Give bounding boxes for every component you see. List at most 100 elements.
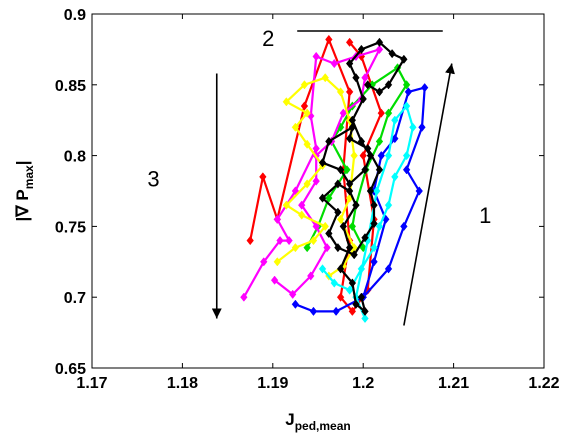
data-point — [357, 44, 366, 55]
data-point — [260, 257, 268, 267]
data-point — [303, 139, 311, 149]
data-point — [361, 233, 369, 243]
data-point — [334, 243, 342, 253]
data-point — [370, 243, 378, 253]
data-point — [336, 165, 345, 175]
data-point — [384, 80, 393, 90]
data-point — [336, 214, 345, 224]
data-point — [339, 108, 347, 118]
data-point — [303, 179, 311, 189]
y-tick-label: 0.65 — [55, 361, 86, 378]
data-point — [352, 299, 360, 309]
data-point — [402, 165, 411, 175]
data-point — [300, 80, 309, 90]
annotation-2: 2 — [262, 26, 443, 51]
y-axis-label-main: |∇ P — [13, 189, 32, 221]
data-point — [291, 243, 300, 253]
data-point — [300, 101, 309, 111]
data-point — [273, 257, 282, 267]
data-point — [321, 221, 329, 232]
data-point — [402, 150, 411, 161]
y-tick-label: 0.8 — [64, 149, 86, 166]
data-point — [357, 292, 366, 302]
data-point — [339, 221, 347, 232]
data-point — [246, 235, 254, 246]
data-point — [291, 299, 300, 309]
x-tick-label: 1.18 — [167, 375, 198, 392]
y-axis-label-sub: max — [22, 165, 36, 189]
data-point — [323, 243, 331, 253]
data-point — [375, 221, 384, 232]
data-point — [361, 165, 369, 175]
data-point — [318, 158, 327, 168]
data-point — [361, 313, 369, 324]
data-point — [384, 108, 393, 118]
y-tick-label: 0.7 — [64, 290, 86, 307]
data-point — [404, 87, 413, 97]
data-point — [345, 285, 354, 295]
data-point — [336, 292, 345, 302]
data-point — [366, 150, 375, 161]
y-tick-label: 0.75 — [55, 219, 86, 236]
data-point — [318, 264, 327, 274]
data-point — [336, 264, 345, 274]
annotation-3: 3 — [147, 73, 222, 319]
data-point — [375, 165, 384, 175]
data-point — [330, 278, 338, 288]
data-point — [359, 150, 367, 161]
data-point — [364, 80, 372, 90]
data-point — [345, 179, 354, 189]
data-point — [325, 136, 333, 147]
data-point — [388, 49, 396, 59]
annotation-arrow — [403, 63, 455, 326]
series-7 — [318, 37, 408, 316]
data-point — [350, 250, 358, 260]
x-tick-label: 1.21 — [438, 375, 469, 392]
data-point — [377, 150, 385, 161]
y-tick-label: 0.9 — [64, 7, 86, 24]
x-tick-label: 1.17 — [76, 375, 107, 392]
series-line — [249, 38, 383, 313]
data-point — [373, 186, 381, 196]
data-point — [339, 261, 347, 271]
data-point — [366, 186, 375, 196]
data-point — [312, 51, 320, 62]
data-point — [285, 235, 293, 246]
data-point — [289, 289, 297, 299]
plot-area — [92, 14, 544, 368]
data-point — [375, 44, 384, 55]
data-point — [273, 214, 282, 224]
data-point — [330, 58, 338, 69]
data-point — [309, 235, 318, 246]
data-point — [348, 278, 357, 288]
data-point — [303, 243, 311, 253]
plot-frame — [91, 13, 545, 369]
data-point — [282, 200, 291, 210]
data-point — [391, 172, 399, 182]
data-point — [312, 221, 320, 232]
data-point — [400, 54, 408, 64]
data-point — [402, 80, 411, 90]
data-point — [345, 87, 354, 97]
x-tick-label: 1.22 — [528, 375, 559, 392]
data-point — [325, 34, 333, 45]
data-point — [370, 200, 378, 210]
data-point — [336, 87, 345, 97]
data-point — [391, 115, 399, 125]
data-point — [318, 193, 327, 203]
data-point — [400, 221, 408, 232]
data-point — [307, 271, 315, 281]
data-point — [343, 165, 351, 175]
data-point — [350, 150, 358, 161]
data-point — [352, 73, 360, 83]
data-point — [345, 134, 354, 144]
data-point — [357, 264, 366, 274]
data-point — [332, 306, 340, 316]
data-point — [345, 58, 354, 69]
data-point — [384, 150, 393, 161]
y-tick-label: 0.85 — [55, 78, 86, 95]
x-axis-label-main: J — [285, 410, 294, 429]
data-point — [276, 235, 284, 246]
data-point — [303, 108, 311, 118]
